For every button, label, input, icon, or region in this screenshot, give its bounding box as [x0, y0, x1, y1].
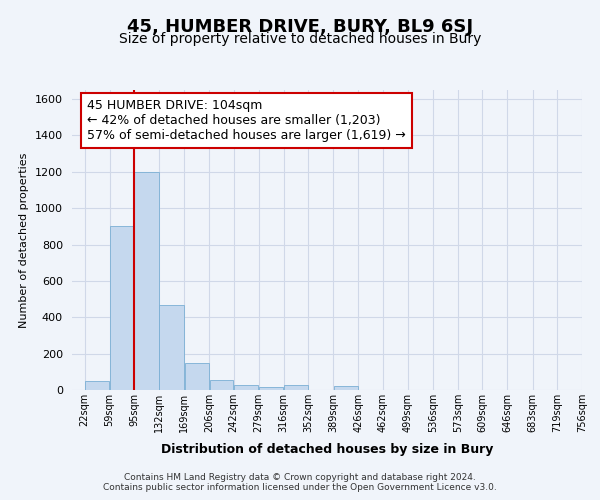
X-axis label: Distribution of detached houses by size in Bury: Distribution of detached houses by size …: [161, 444, 493, 456]
Text: 45, HUMBER DRIVE, BURY, BL9 6SJ: 45, HUMBER DRIVE, BURY, BL9 6SJ: [127, 18, 473, 36]
Bar: [160, 304, 184, 390]
Bar: [134, 172, 159, 390]
Text: Size of property relative to detached houses in Bury: Size of property relative to detached ho…: [119, 32, 481, 46]
Bar: [284, 384, 308, 390]
Bar: [234, 384, 259, 390]
Text: 45 HUMBER DRIVE: 104sqm
← 42% of detached houses are smaller (1,203)
57% of semi: 45 HUMBER DRIVE: 104sqm ← 42% of detache…: [88, 99, 406, 142]
Bar: [85, 381, 109, 390]
Bar: [209, 380, 233, 390]
Bar: [334, 386, 358, 390]
Bar: [185, 362, 209, 390]
Text: Contains HM Land Registry data © Crown copyright and database right 2024.
Contai: Contains HM Land Registry data © Crown c…: [103, 473, 497, 492]
Y-axis label: Number of detached properties: Number of detached properties: [19, 152, 29, 328]
Bar: [259, 388, 283, 390]
Bar: [110, 226, 134, 390]
